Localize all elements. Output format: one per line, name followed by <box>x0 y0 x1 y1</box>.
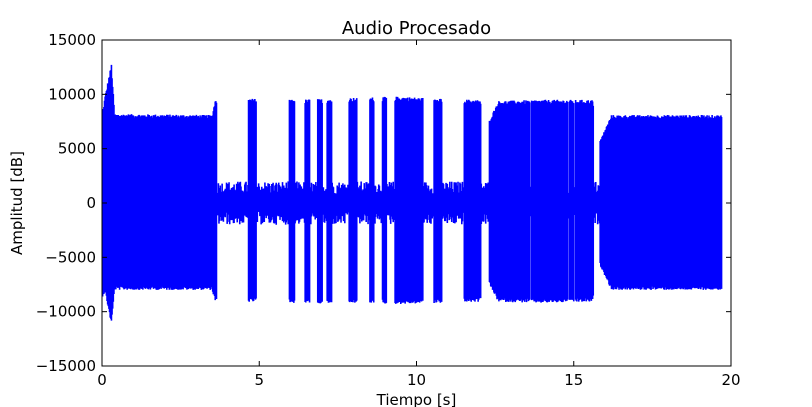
x-tick-label: 0 <box>97 371 107 389</box>
waveform-series <box>102 64 723 321</box>
chart-title: Audio Procesado <box>342 18 491 39</box>
y-tick-label: −15000 <box>36 357 96 375</box>
y-tick-label: 5000 <box>58 140 96 158</box>
y-tick-label: 15000 <box>48 31 96 49</box>
y-axis-label: Amplitud [dB] <box>8 151 26 255</box>
y-tick-label: 0 <box>86 194 96 212</box>
plot-area <box>102 64 723 321</box>
y-tick-label: 10000 <box>48 85 96 103</box>
x-tick-label: 10 <box>407 371 426 389</box>
x-tick-label: 5 <box>254 371 264 389</box>
x-axis: 0 5 10 15 20 <box>97 40 741 389</box>
x-tick-label: 15 <box>564 371 583 389</box>
x-tick-label: 20 <box>721 371 740 389</box>
y-axis: −15000 −10000 −5000 0 5000 10000 15000 <box>36 31 731 375</box>
y-tick-label: −5000 <box>45 248 96 266</box>
y-tick-label: −10000 <box>36 303 96 321</box>
x-axis-label: Tiempo [s] <box>376 391 457 407</box>
